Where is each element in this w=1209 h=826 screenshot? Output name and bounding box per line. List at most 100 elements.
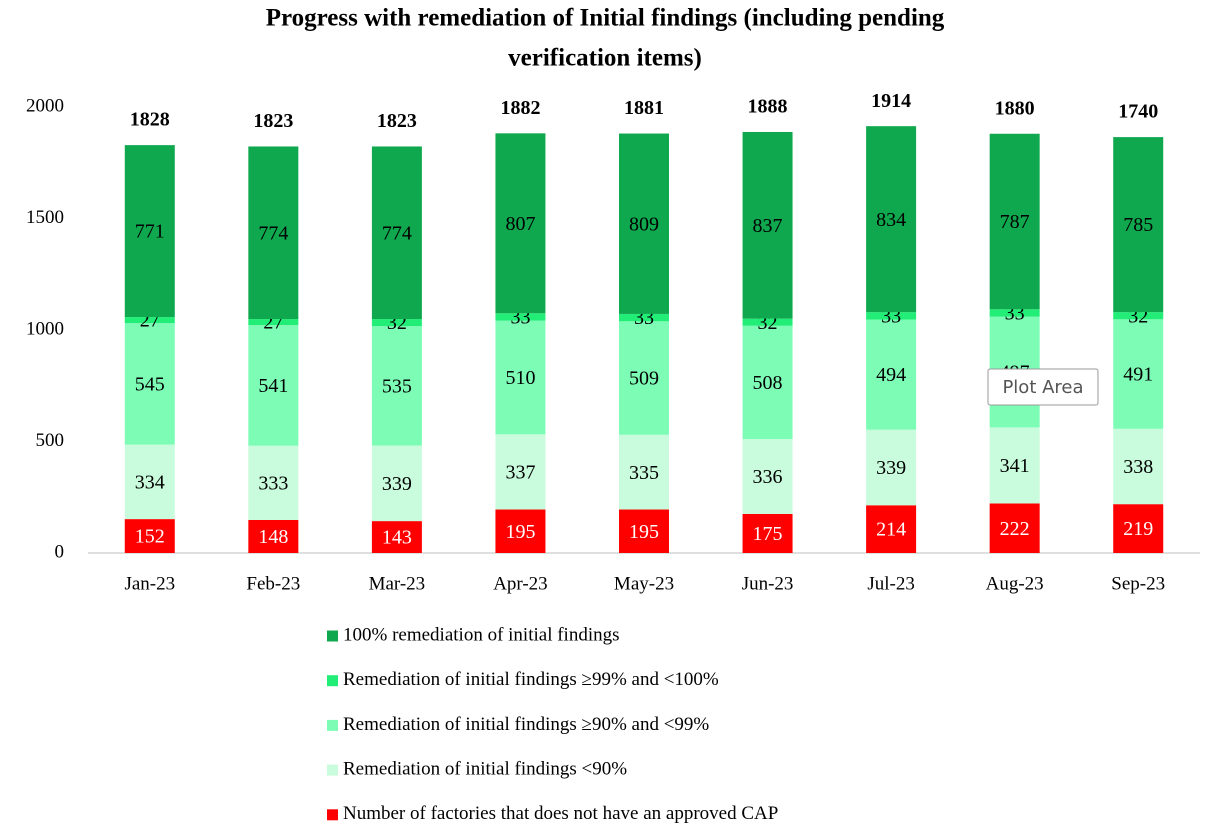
total-label: 1888 <box>748 96 788 118</box>
data-label: 175 <box>753 523 783 545</box>
bar-segment <box>371 319 422 327</box>
bar-segment <box>619 434 669 510</box>
data-label: 787 <box>1000 211 1030 233</box>
data-label: 143 <box>382 527 412 549</box>
bar-segment <box>619 133 669 314</box>
bar-segment <box>1113 312 1164 320</box>
bar-segment <box>866 429 917 506</box>
legend-swatch <box>327 809 338 821</box>
bar-segment <box>124 519 175 553</box>
total-label: 1882 <box>500 97 540 119</box>
total-label: 1823 <box>377 110 417 132</box>
data-label: 195 <box>505 521 535 543</box>
bar-segment <box>124 145 175 318</box>
data-label: 535 <box>382 375 412 397</box>
legend-swatch <box>327 719 338 731</box>
legend-label: Remediation of initial findings ≥90% and… <box>343 714 709 735</box>
data-label: 774 <box>382 222 412 244</box>
data-label: 339 <box>876 457 906 479</box>
y-tick-label: 2000 <box>26 95 64 116</box>
data-label: 541 <box>258 375 288 397</box>
bar-segment <box>866 505 917 553</box>
tooltip: Plot Area <box>1002 377 1083 398</box>
y-tick-label: 0 <box>55 541 65 562</box>
legend-swatch <box>327 764 338 776</box>
x-tick-label: Jul-23 <box>867 573 915 594</box>
x-tick-label: Jun-23 <box>742 573 794 594</box>
total-label: 1740 <box>1118 101 1158 123</box>
bar-segment <box>248 519 299 553</box>
bar-segment <box>124 323 175 445</box>
bar-segment <box>742 131 793 319</box>
data-label: 834 <box>876 209 906 231</box>
x-tick-label: Feb-23 <box>246 573 300 594</box>
data-label: 785 <box>1123 214 1153 236</box>
bar-segment <box>742 325 793 440</box>
data-label: 338 <box>1123 456 1153 478</box>
data-label: 771 <box>135 221 165 243</box>
bar-segment <box>742 439 793 514</box>
bar-segment <box>742 513 793 553</box>
legend-label: Remediation of initial findings <90% <box>343 758 627 779</box>
data-label: 334 <box>135 471 165 493</box>
data-label: 510 <box>505 367 535 389</box>
data-label: 807 <box>505 213 535 235</box>
data-label: 148 <box>258 526 288 548</box>
total-label: 1914 <box>871 90 911 112</box>
data-label: 335 <box>629 462 659 484</box>
bar-segment <box>248 325 299 446</box>
bar-segment <box>742 318 793 326</box>
x-tick-label: Mar-23 <box>369 573 426 594</box>
tooltip-box <box>987 368 1099 406</box>
bar-segment <box>989 133 1040 310</box>
bar-segment <box>495 434 546 510</box>
bar-segment <box>619 313 669 322</box>
x-tick-label: Aug-23 <box>986 573 1044 594</box>
x-tick-label: Sep-23 <box>1111 573 1165 594</box>
data-label: 339 <box>382 473 412 495</box>
bar-segment <box>989 309 1040 317</box>
x-tick-label: Jan-23 <box>124 573 175 594</box>
bar-segment <box>248 146 299 320</box>
legend-swatch <box>327 675 338 687</box>
chart-title: verification items) <box>508 45 702 72</box>
bar-segment <box>495 133 546 314</box>
bar-segment <box>1113 319 1164 429</box>
bar-segment <box>248 445 299 520</box>
bar-segment <box>1113 504 1164 553</box>
bar-segment <box>371 326 422 446</box>
bar-segment <box>248 319 299 326</box>
data-label: 219 <box>1123 518 1153 540</box>
bar-segment <box>495 313 546 321</box>
bar-segment <box>619 509 669 553</box>
bar-segment <box>495 320 546 435</box>
bar-segment <box>371 445 422 522</box>
bar-segment <box>866 126 917 313</box>
legend-label: 100% remediation of initial findings <box>343 624 620 645</box>
bar-segment <box>371 521 422 553</box>
bar-segment <box>1113 428 1164 505</box>
data-label: 491 <box>1123 364 1153 386</box>
total-label: 1828 <box>130 109 170 131</box>
data-label: 809 <box>629 213 659 235</box>
bar-segment <box>124 444 175 520</box>
data-label: 333 <box>258 472 288 494</box>
legend-label: Remediation of initial findings ≥99% and… <box>343 669 719 690</box>
bar-segment <box>495 509 546 553</box>
x-tick-label: May-23 <box>614 573 674 594</box>
bar-segment <box>989 503 1040 553</box>
bar-segment <box>619 321 669 435</box>
bar-segment <box>989 427 1040 504</box>
x-tick-label: Apr-23 <box>493 573 548 594</box>
legend-swatch <box>327 630 338 642</box>
data-label: 837 <box>753 215 783 237</box>
data-label: 222 <box>1000 518 1030 540</box>
bar-segment <box>124 317 175 324</box>
data-label: 774 <box>258 222 288 244</box>
data-label: 337 <box>505 462 535 484</box>
y-tick-label: 1500 <box>26 207 64 228</box>
total-label: 1823 <box>253 110 293 132</box>
total-label: 1881 <box>624 97 664 119</box>
bar-segment <box>371 146 422 320</box>
